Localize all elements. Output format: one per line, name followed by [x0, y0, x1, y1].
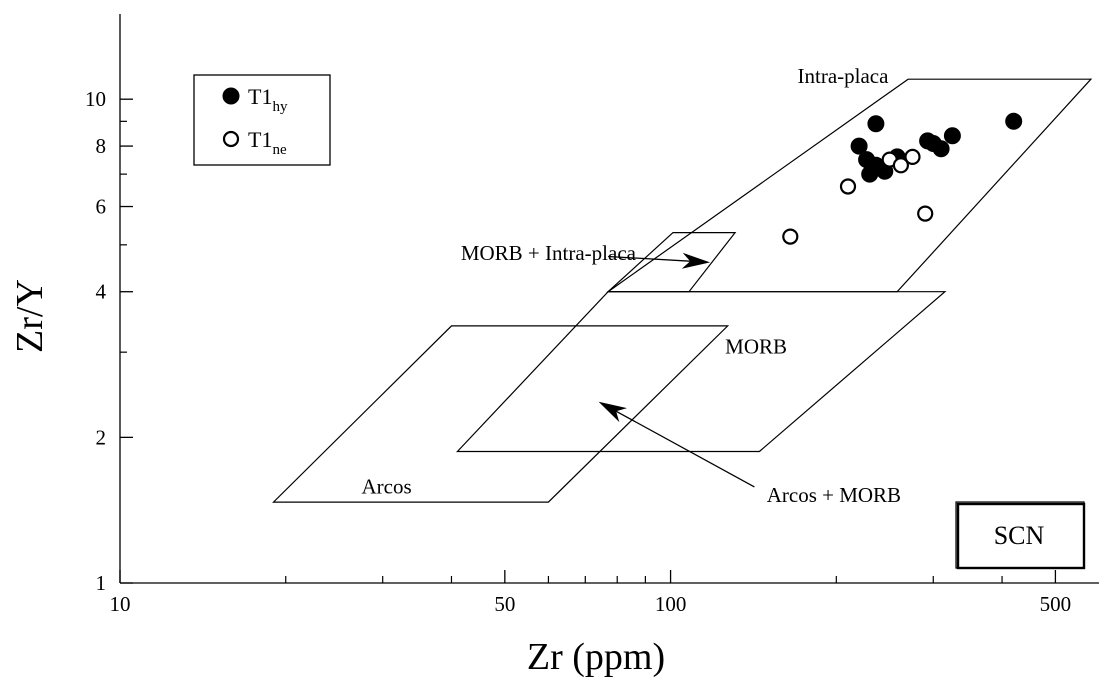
legend-box — [193, 74, 331, 166]
field-label: MORB — [725, 335, 787, 359]
data-point-hy — [867, 115, 885, 133]
scn-box-shadow — [956, 502, 1086, 570]
legend: T1hy T1ne — [193, 74, 331, 166]
field-label: Intra-placa — [798, 64, 890, 88]
scn-label-box: SCN — [955, 501, 1086, 570]
y-tick-label: 10 — [85, 87, 106, 111]
x-tick-label: 50 — [494, 592, 515, 616]
x-tick-label: 500 — [1040, 592, 1072, 616]
y-tick-label: 6 — [96, 195, 107, 219]
field-label: MORB + Intra-placa — [461, 241, 637, 265]
scn-label: SCN — [994, 521, 1045, 550]
y-tick-label: 1 — [96, 571, 107, 595]
y-tick-label: 8 — [96, 134, 107, 158]
y-tick-label: 2 — [96, 425, 107, 449]
data-point-hy — [932, 140, 950, 158]
x-tick-label: 100 — [655, 592, 687, 616]
data-point-hy — [943, 127, 961, 145]
tectonic-fields — [272, 78, 1093, 503]
data-point-ne — [782, 228, 799, 245]
data-point-ne — [839, 178, 857, 195]
x-tick-label: 10 — [110, 592, 131, 616]
arrow-shaft-0 — [608, 255, 693, 262]
axes: 10 50 100 500 1 2 4 6 8 10 — [85, 14, 1099, 616]
legend-marker-open — [222, 130, 240, 148]
scn-box — [955, 501, 1085, 569]
legend-label-ne: T1ne — [248, 127, 287, 158]
legend-label-hy: T1hy — [248, 84, 288, 115]
field-labels: Intra-placa MORB + Intra-placa MORB Arcos Ar… — [362, 64, 902, 507]
legend-marker-filled — [222, 87, 240, 105]
data-point-ne — [904, 148, 921, 165]
data-point-ne — [892, 157, 910, 174]
arrow-shaft-1 — [614, 409, 755, 488]
field-label: Arcos — [362, 475, 412, 499]
annotation-arrows — [598, 252, 755, 488]
x-axis-title: Zr (ppm) — [527, 636, 665, 678]
arrow-head-0 — [681, 252, 711, 269]
y-axis-title: Zr/Y — [9, 279, 51, 353]
y-tick-label: 4 — [96, 280, 107, 304]
field-label: Arcos + MORB — [767, 483, 901, 507]
data-point-ne — [917, 205, 934, 222]
field-arcos — [272, 325, 730, 503]
data-point-hy — [850, 137, 868, 155]
data-point-hy — [1005, 112, 1023, 130]
field-morb — [456, 291, 947, 453]
arrow-head-1 — [598, 401, 627, 423]
data-points — [782, 112, 1023, 245]
